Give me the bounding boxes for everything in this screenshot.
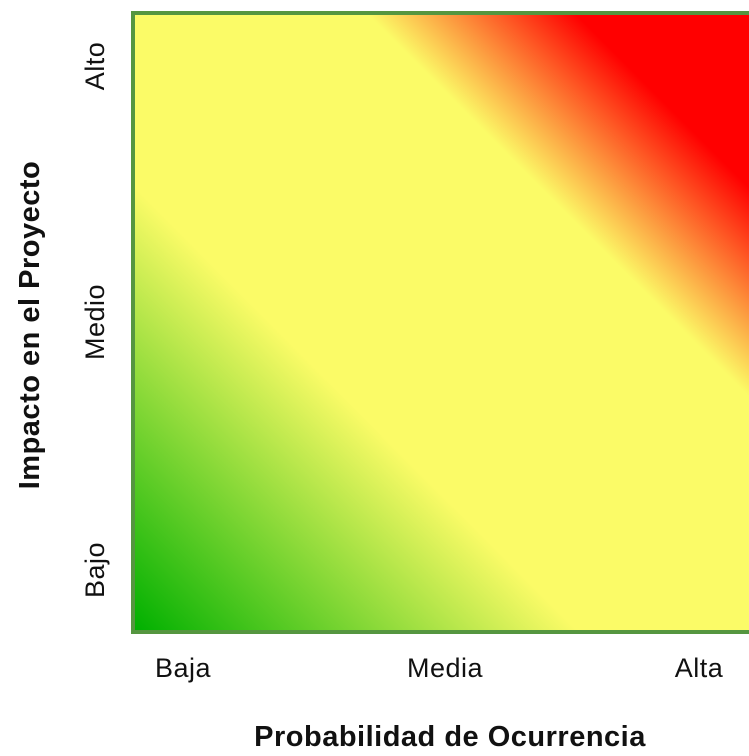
x-axis-title: Probabilidad de Ocurrencia — [254, 721, 646, 753]
y-tick-label-alto: Alto — [80, 41, 110, 91]
y-tick-label-bajo: Bajo — [80, 541, 110, 599]
risk-gradient-heatmap — [135, 15, 749, 630]
risk-matrix-plot-area — [131, 11, 749, 634]
x-tick-label-alta: Alta — [674, 653, 724, 683]
y-axis-title: Impacto en el Proyecto — [14, 160, 46, 490]
x-tick-label-baja: Baja — [154, 653, 212, 683]
y-tick-label-medio: Medio — [80, 283, 110, 361]
x-tick-label-media: Media — [406, 653, 484, 683]
